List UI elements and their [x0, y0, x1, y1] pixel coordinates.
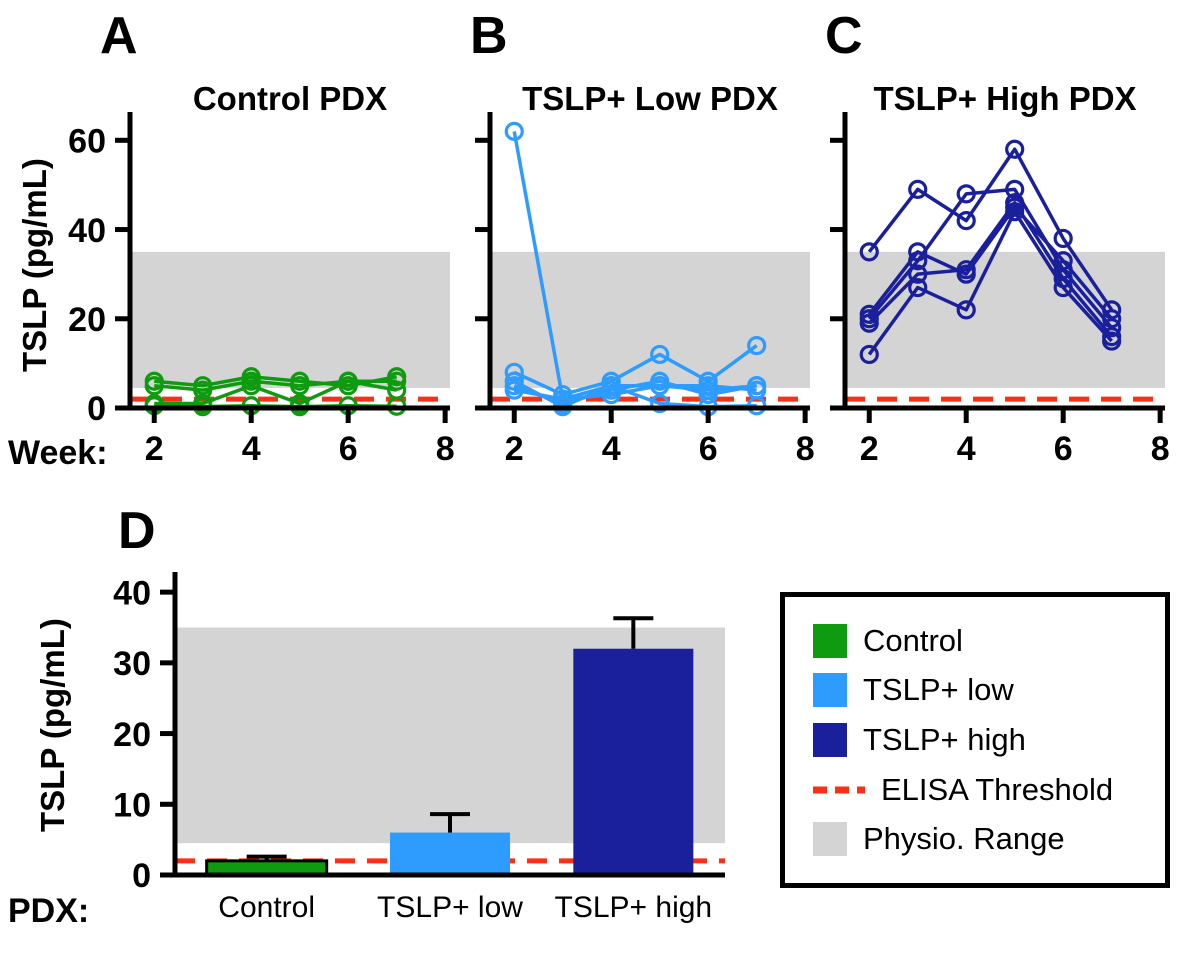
- panel-b-title: TSLP+ Low PDX: [522, 80, 778, 117]
- panel-a-title: Control PDX: [192, 80, 388, 117]
- elisa-threshold-swatch: [813, 786, 865, 794]
- legend-label: Control: [863, 622, 963, 658]
- x-tick-label: 2: [145, 430, 164, 468]
- data-point-marker: [908, 277, 928, 298]
- bar-1: [390, 832, 510, 875]
- legend-label: ELISA Threshold: [881, 771, 1114, 807]
- data-point-marker: [956, 211, 976, 231]
- data-point-marker: [859, 242, 879, 262]
- data-point-marker: [504, 121, 524, 141]
- data-point-marker: [290, 376, 310, 396]
- data-point-marker: [1102, 331, 1122, 351]
- data-point-marker: [650, 393, 670, 414]
- data-point-marker: [908, 264, 928, 284]
- data-point-marker: [650, 376, 670, 396]
- x-tick-label: 6: [339, 430, 358, 468]
- legend-item-tslp-low: TSLP+ low: [813, 672, 1155, 708]
- panel-c-title: TSLP+ High PDX: [873, 80, 1137, 117]
- data-point-marker: [387, 371, 407, 391]
- panel-a-letter: A: [100, 7, 138, 65]
- legend-item-physio-range: Physio. Range: [813, 821, 1155, 857]
- data-point-marker: [504, 371, 524, 391]
- data-point-marker: [1005, 179, 1025, 199]
- series-line: [867, 205, 1114, 320]
- bar-category-label: TSLP+ high: [555, 891, 713, 924]
- data-point-marker: [859, 304, 879, 324]
- data-point-marker: [601, 385, 621, 405]
- y-tick-label: 20: [113, 716, 151, 754]
- x-tick-label: 6: [699, 430, 718, 468]
- panel-a-chart: 0 20 40 60 2 4 6 8: [68, 112, 455, 468]
- dark-blue-swatch: [813, 722, 847, 757]
- y-tick-label: 10: [113, 787, 151, 825]
- y-tick-label: 0: [87, 390, 106, 428]
- y-axis-label-top: TSLP (pg/mL): [16, 158, 53, 372]
- y-tick-label: 20: [68, 301, 106, 339]
- panel-b-letter: B: [470, 7, 508, 65]
- data-point-marker: [747, 335, 767, 356]
- x-tick-label: 4: [242, 430, 261, 468]
- data-point-marker: [504, 362, 524, 382]
- x-tick-label: 8: [436, 430, 455, 468]
- x-tick-label: 2: [505, 430, 524, 468]
- x-tick-label: 8: [1151, 430, 1170, 468]
- series-line: [867, 147, 1114, 311]
- data-point-marker: [908, 242, 928, 262]
- data-point-marker: [144, 376, 164, 396]
- data-point-marker: [650, 344, 670, 365]
- panel-c-chart: 2 4 6 8: [830, 112, 1170, 468]
- y-tick-label: 40: [68, 212, 106, 250]
- x-tick-label: 4: [602, 430, 621, 468]
- panel-c-letter: C: [825, 7, 863, 65]
- y-axis-label-bottom: TSLP (pg/mL): [34, 618, 71, 832]
- data-point-marker: [338, 371, 358, 391]
- panel-b-chart: 2 4 6 8: [475, 112, 815, 468]
- physio-range-band: [490, 251, 810, 388]
- legend-label: Physio. Range: [863, 821, 1065, 857]
- bar-category-label: Control: [218, 891, 315, 924]
- legend-label: TSLP+ low: [863, 672, 1014, 708]
- bar-2: [573, 648, 694, 875]
- data-point-marker: [1053, 251, 1073, 271]
- legend-item-control: Control: [813, 623, 1155, 659]
- green-swatch: [813, 623, 847, 658]
- light-blue-swatch: [813, 673, 847, 708]
- x-tick-label: 4: [957, 430, 976, 468]
- data-point-marker: [1005, 139, 1025, 159]
- x-tick-label: 2: [860, 430, 879, 468]
- data-point-marker: [747, 380, 767, 400]
- pdx-axis-caption: PDX:: [8, 892, 90, 930]
- panel-d-letter: D: [118, 502, 156, 560]
- data-point-marker: [956, 300, 976, 320]
- bar-category-label: TSLP+ low: [377, 891, 523, 924]
- data-point-marker: [859, 344, 879, 365]
- y-tick-label: 30: [113, 645, 151, 683]
- physio-range-band: [130, 251, 450, 388]
- data-point-marker: [698, 376, 718, 396]
- panel-d-chart: Control TSLP+ low TSLP+ high 0 10 20 30 40: [113, 572, 725, 924]
- legend-item-elisa-threshold: ELISA Threshold: [813, 772, 1155, 808]
- y-tick-label: 40: [113, 574, 151, 612]
- series-line: [867, 209, 1113, 356]
- data-point-marker: [1053, 228, 1073, 249]
- y-tick-label: 0: [132, 857, 151, 895]
- gray-band-swatch: [813, 822, 847, 857]
- legend-label: TSLP+ high: [863, 721, 1026, 757]
- data-point-marker: [908, 179, 928, 199]
- x-tick-label: 6: [1054, 430, 1073, 468]
- data-point-marker: [1102, 309, 1122, 329]
- legend: Control TSLP+ low TSLP+ high ELISA Threshol…: [780, 592, 1170, 888]
- week-axis-caption: Week:: [8, 434, 108, 472]
- data-point-marker: [1053, 277, 1073, 298]
- data-point-marker: [956, 264, 976, 284]
- data-point-marker: [956, 184, 976, 204]
- data-point-marker: [859, 313, 879, 333]
- x-tick-label: 8: [796, 430, 815, 468]
- data-point-marker: [1005, 197, 1025, 217]
- data-point-marker: [241, 376, 261, 396]
- data-point-marker: [504, 380, 524, 400]
- y-tick-label: 60: [68, 123, 106, 161]
- legend-item-tslp-high: TSLP+ high: [813, 722, 1155, 758]
